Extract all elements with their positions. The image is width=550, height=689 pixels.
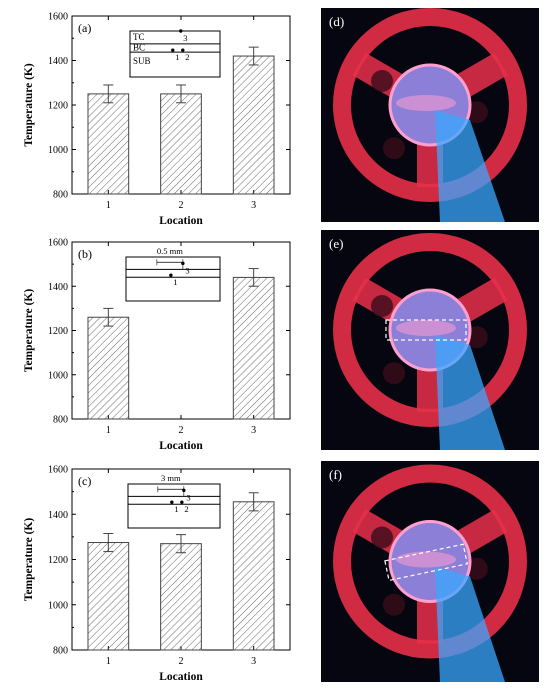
bar [160,93,202,195]
y-axis-label: Temperature (K) [23,289,35,373]
inset-point-3 [181,261,185,266]
wheel-ring [333,233,527,427]
y-tick-label: 800 [53,415,68,426]
panel-label: (b) [78,247,92,261]
specimen-glow [396,551,456,568]
bar [87,542,130,651]
x-tick-label: 3 [251,200,256,211]
x-axis-label: Location [159,671,203,683]
inset-box [125,256,221,302]
y-tick-label: 1600 [48,465,68,476]
inset-layer-label: SUB [133,56,151,66]
wheel-hole [371,526,393,549]
bar [160,543,202,651]
y-axis-label: Temperature (K) [23,518,35,602]
inset-point-1 [171,48,175,52]
inset-point-2 [180,500,184,504]
y-tick-label: 1200 [48,555,68,566]
photo-panel-e: (e) [321,230,539,450]
layer-inset: 3 mm 1 2 3 [127,473,221,529]
x-tick-label: 1 [106,656,111,667]
inset-point-label: 3 [186,492,190,502]
y-tick-label: 1200 [48,101,68,112]
inset-point-label: 1 [175,52,179,62]
photo-label-d: (d) [329,14,345,29]
inset-point-label: 3 [185,265,189,275]
inset-point-1 [169,273,173,277]
y-tick-label: 1600 [48,238,68,249]
inset-point-2 [181,48,185,52]
inset-point-label: 2 [185,52,189,62]
x-tick-label: 2 [179,425,184,436]
wheel-ring [333,464,527,659]
inset-layer-label: TC [133,32,145,42]
y-tick-label: 1400 [48,282,68,293]
x-tick-label: 2 [179,656,184,667]
x-tick-label: 3 [251,656,256,667]
wheel-hole [371,295,393,317]
inset-box [127,483,221,529]
inset-dimension-label: 0.5 mm [157,246,183,256]
wheel-hole [383,362,405,385]
inset-point-1 [170,500,174,504]
inset-point-label: 1 [173,277,177,287]
photo-panel-d: (d) [321,8,539,222]
x-tick-label: 1 [106,425,111,436]
inset-point-3 [182,488,186,493]
highlight-box [385,319,467,341]
y-tick-label: 1400 [48,56,68,67]
wheel-hole [383,137,405,160]
wheel-hole [383,593,405,616]
y-axis-label: Temperature (K) [23,63,35,147]
inset-point-label: 3 [183,33,187,43]
photo-panel-f: (f) [321,461,539,682]
photo-label-e: (e) [329,236,344,251]
bar [87,93,130,195]
photo-label-f: (f) [329,467,342,482]
inset-point-label: 1 [174,504,178,514]
x-axis-label: Location [159,440,203,452]
y-tick-label: 1000 [48,145,68,156]
panel-label: (c) [78,474,91,488]
panel-label: (a) [78,21,91,35]
flame-jet [435,566,505,682]
bar [232,276,275,420]
inset-dimension-label: 3 mm [161,473,181,483]
y-tick-label: 1000 [48,370,68,381]
y-tick-label: 1600 [48,12,68,23]
y-tick-label: 1200 [48,326,68,337]
inset-layer-label: BC [133,42,145,52]
specimen-glow [396,95,456,111]
wheel-hole [371,70,393,92]
x-tick-label: 3 [251,425,256,436]
y-tick-label: 800 [53,646,68,657]
bar [87,316,130,420]
y-tick-label: 800 [53,190,68,201]
wheel-ring [333,8,527,202]
x-tick-label: 2 [179,200,184,211]
specimen-glow [396,320,456,336]
inset-box [129,30,221,78]
inset-point-3 [179,29,183,33]
y-tick-label: 1000 [48,600,68,611]
flame-jet [435,335,505,450]
x-axis-label: Location [159,215,203,227]
inset-point-label: 2 [184,504,188,514]
chart-1: 800 1000 1200 1400 1600 1 2 3 Location Temperatur… [23,238,291,452]
bar [232,501,275,651]
y-tick-label: 1400 [48,510,68,521]
bar [232,55,275,195]
x-tick-label: 1 [106,200,111,211]
flame-jet [435,110,505,222]
layer-inset: 0.5 mm 13 [125,246,221,302]
